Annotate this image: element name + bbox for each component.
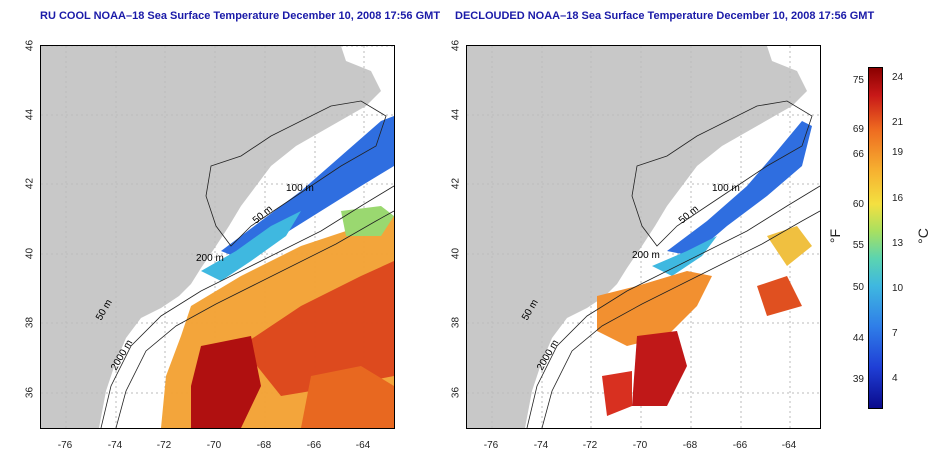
lon-tick-72-right: -72 bbox=[582, 440, 598, 451]
right-map-graphic: 200 m 100 m 50 m 50 m 2000 m bbox=[467, 46, 820, 428]
colorbar-c-24: 24 bbox=[892, 72, 904, 83]
sst-cold-band bbox=[652, 121, 812, 276]
lat-tick-36: 36 bbox=[24, 386, 36, 399]
contour-label-100: 100 m bbox=[712, 183, 740, 194]
lat-tick-44-right: 44 bbox=[450, 108, 462, 121]
lon-tick-66: -66 bbox=[306, 440, 322, 451]
lon-tick-70-right: -70 bbox=[632, 440, 648, 451]
contour-label-200: 200 m bbox=[632, 250, 660, 261]
colorbar-f-60: 60 bbox=[852, 199, 864, 210]
sst-warm-region bbox=[597, 226, 812, 416]
colorbar-c-13: 13 bbox=[892, 238, 904, 249]
contour-label-50: 50 m bbox=[677, 204, 701, 227]
lat-tick-38: 38 bbox=[24, 316, 36, 329]
lon-tick-64: -64 bbox=[355, 440, 371, 451]
right-map-title: DECLOUDED NOAA–18 Sea Surface Temperatur… bbox=[455, 10, 875, 22]
lon-tick-68: -68 bbox=[256, 440, 272, 451]
colorbar-unit-c: °C bbox=[914, 228, 931, 244]
right-sst-map: 200 m 100 m 50 m 50 m 2000 m bbox=[466, 45, 821, 429]
land-mass bbox=[467, 46, 807, 428]
lon-tick-72: -72 bbox=[156, 440, 172, 451]
colorbar-unit-f: °F bbox=[827, 228, 844, 244]
colorbar-f-75: 75 bbox=[852, 75, 864, 86]
colorbar-c-16: 16 bbox=[892, 193, 904, 204]
lat-tick-44: 44 bbox=[24, 108, 36, 121]
land-mass bbox=[41, 46, 381, 428]
colorbar-c-21: 21 bbox=[892, 117, 904, 128]
colorbar-c-7: 7 bbox=[892, 328, 898, 339]
left-map-title: RU COOL NOAA–18 Sea Surface Temperature … bbox=[40, 10, 441, 22]
colorbar-f-55: 55 bbox=[852, 240, 864, 251]
lat-tick-46-right: 46 bbox=[450, 39, 462, 52]
temperature-colorbar bbox=[868, 67, 883, 409]
colorbar-f-44: 44 bbox=[852, 333, 864, 344]
contour-label-100: 100 m bbox=[286, 183, 314, 194]
sst-warm-region bbox=[161, 206, 394, 428]
lon-tick-74-right: -74 bbox=[533, 440, 549, 451]
lon-tick-70: -70 bbox=[206, 440, 222, 451]
contour-label-200: 200 m bbox=[196, 253, 224, 264]
lat-tick-42: 42 bbox=[24, 177, 36, 190]
colorbar-f-69: 69 bbox=[852, 124, 864, 135]
colorbar-c-19: 19 bbox=[892, 147, 904, 158]
lon-tick-66-right: -66 bbox=[732, 440, 748, 451]
lon-tick-64-right: -64 bbox=[781, 440, 797, 451]
lon-tick-74: -74 bbox=[107, 440, 123, 451]
lat-tick-42-right: 42 bbox=[450, 177, 462, 190]
lon-tick-76-right: -76 bbox=[483, 440, 499, 451]
colorbar-c-4: 4 bbox=[892, 373, 898, 384]
lon-tick-68-right: -68 bbox=[682, 440, 698, 451]
colorbar-f-39: 39 bbox=[852, 374, 864, 385]
isobath-contours bbox=[526, 100, 820, 428]
lat-tick-38-right: 38 bbox=[450, 316, 462, 329]
lat-tick-40: 40 bbox=[24, 247, 36, 260]
colorbar-c-10: 10 bbox=[892, 283, 904, 294]
colorbar-f-50: 50 bbox=[852, 282, 864, 293]
colorbar-f-66: 66 bbox=[852, 149, 864, 160]
lat-tick-36-right: 36 bbox=[450, 386, 462, 399]
left-map-graphic: 200 m 100 m 50 m 50 m 2000 m bbox=[41, 46, 394, 428]
isobath-contours bbox=[100, 100, 394, 428]
lon-tick-76: -76 bbox=[57, 440, 73, 451]
left-sst-map: 200 m 100 m 50 m 50 m 2000 m bbox=[40, 45, 395, 429]
lat-tick-46: 46 bbox=[24, 39, 36, 52]
lat-tick-40-right: 40 bbox=[450, 247, 462, 260]
